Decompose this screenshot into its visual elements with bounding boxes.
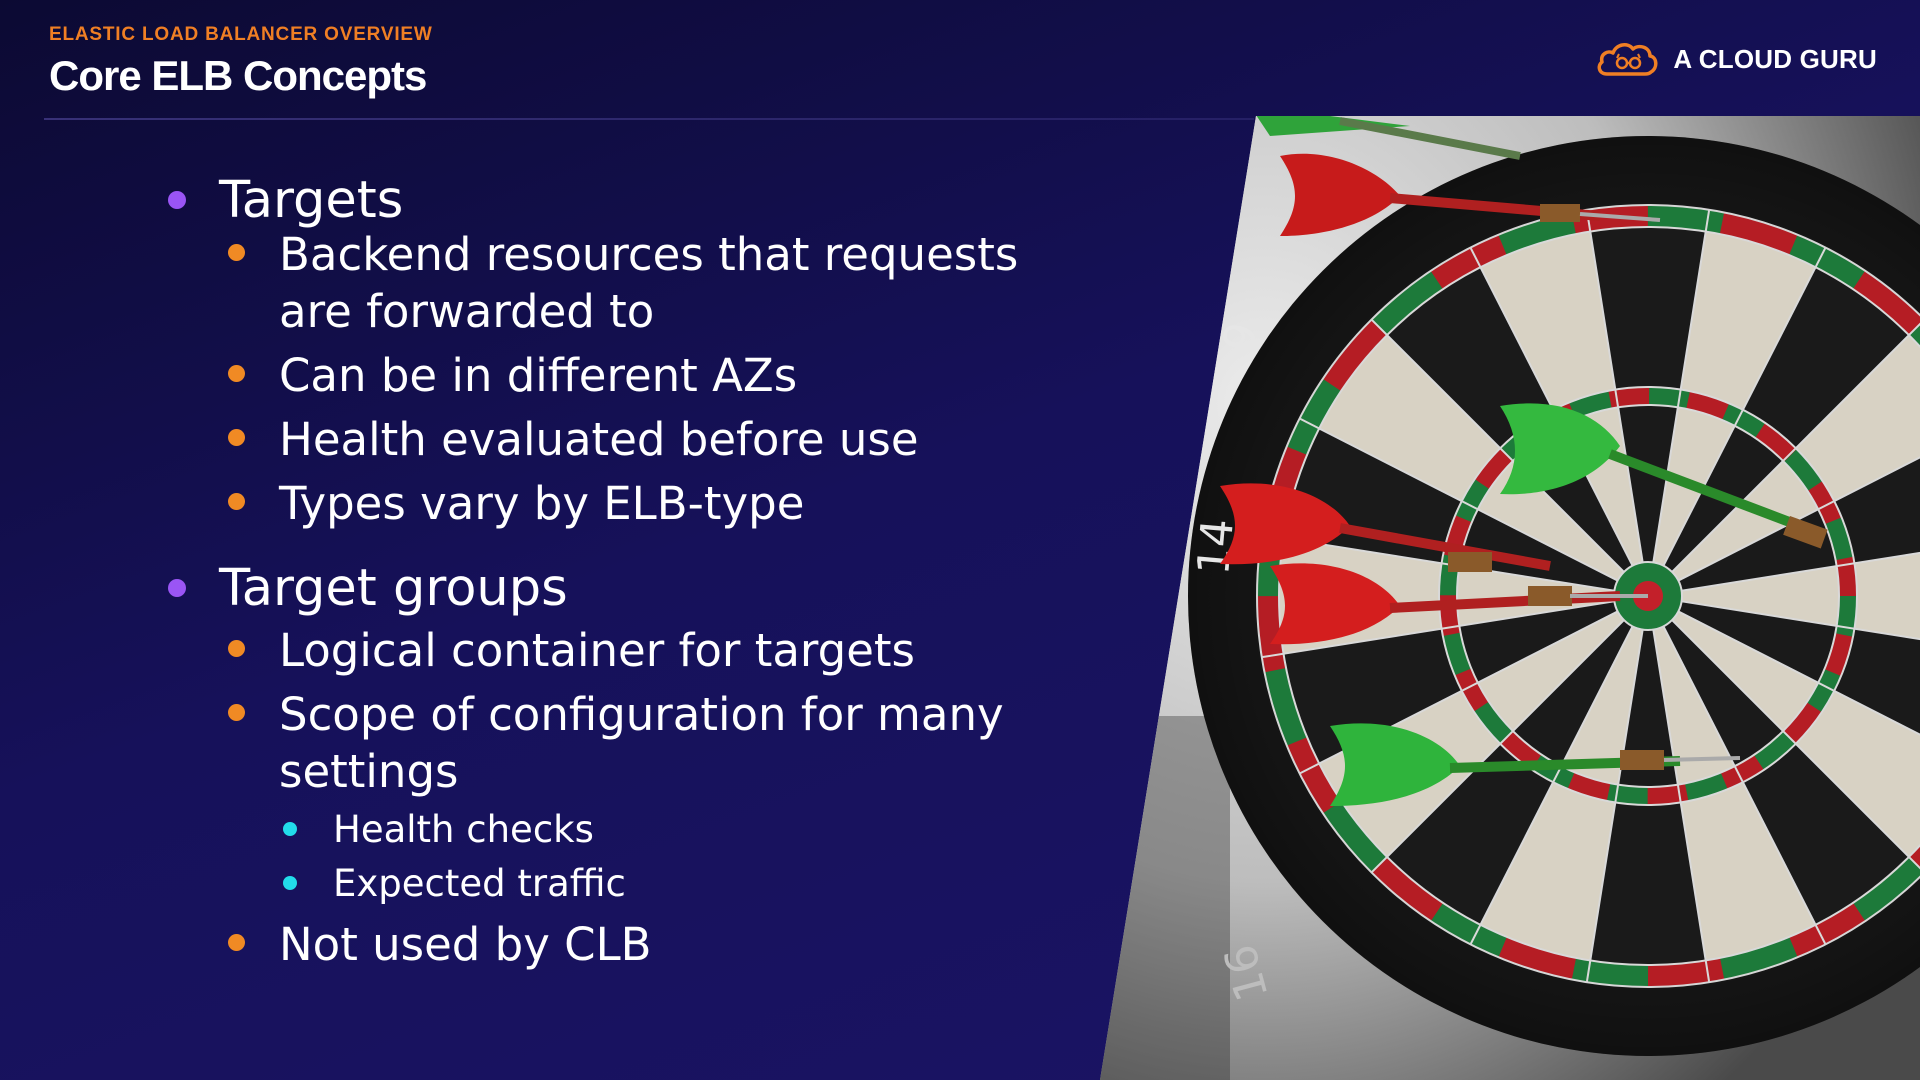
dartboard-icon: 9 14 16 (1100, 116, 1920, 1080)
bullet-dot-icon (168, 191, 186, 209)
bullet-text: Targets (219, 171, 404, 230)
bullet-text: Can be in different AZs (279, 349, 798, 402)
bullet-dot-icon (168, 579, 186, 597)
list-item: Logical container for targets (228, 622, 915, 679)
bullet-dot-icon (228, 704, 245, 721)
bullet-text: Health checks (333, 808, 594, 851)
list-item: Backend resources that requests are forw… (228, 226, 1019, 340)
bullet-dot-icon (228, 429, 245, 446)
list-item: Can be in different AZs (228, 347, 798, 404)
list-item: Not used by CLB (228, 916, 652, 973)
dartboard-with-darts-photo: 9 14 16 (1100, 116, 1920, 1080)
bullet-text-continuation: settings (279, 745, 459, 798)
list-item: Health checks (283, 806, 594, 854)
bullet-dot-icon (228, 934, 245, 951)
bullet-dot-icon (283, 876, 297, 890)
bullet-text: Expected traffic (333, 862, 626, 905)
bullet-text: Logical container for targets (279, 624, 915, 677)
bullet-text-continuation: are forwarded to (279, 285, 655, 338)
list-item-targets: Targets (168, 171, 404, 231)
bullet-dot-icon (228, 244, 245, 261)
list-item: Health evaluated before use (228, 411, 919, 468)
cloud-guru-logo-icon (1597, 43, 1658, 76)
bullet-dot-icon (228, 640, 245, 657)
slide-title: Core ELB Concepts (49, 52, 427, 99)
header-divider (44, 118, 1254, 120)
list-item: Types vary by ELB-type (228, 475, 805, 532)
bullet-text: Scope of configuration for many (279, 688, 1004, 741)
list-item: Expected traffic (283, 860, 626, 908)
bullet-text: Not used by CLB (279, 918, 652, 971)
bullet-dot-icon (228, 365, 245, 382)
brand: A CLOUD GURU (1595, 38, 1877, 80)
bullet-dot-icon (228, 493, 245, 510)
bullet-text: Types vary by ELB-type (279, 477, 805, 530)
bullet-text: Target groups (219, 559, 568, 618)
bullet-text: Backend resources that requests (279, 228, 1019, 281)
section-kicker: ELASTIC LOAD BALANCER OVERVIEW (49, 24, 433, 45)
list-item: Scope of configuration for many settings (228, 686, 1004, 800)
brand-name: A CLOUD GURU (1673, 43, 1877, 74)
bullet-dot-icon (283, 822, 297, 836)
list-item-target-groups: Target groups (168, 559, 568, 619)
dart-icon (1220, 116, 1828, 806)
bullet-text: Health evaluated before use (279, 413, 919, 466)
